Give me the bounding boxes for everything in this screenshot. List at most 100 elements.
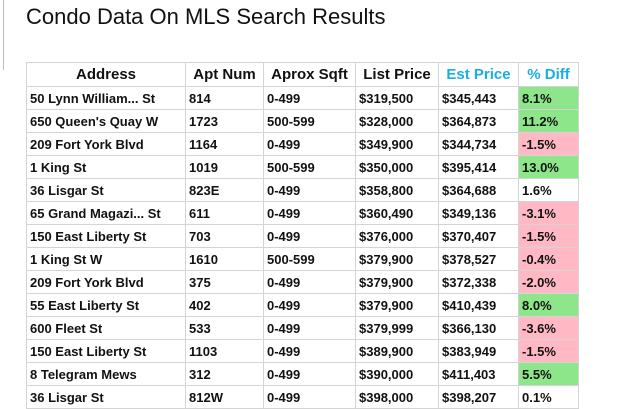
table-cell: 65 Grand Magazi... St	[26, 201, 186, 225]
table-cell: 500-599	[263, 155, 356, 179]
table-cell: $379,900	[355, 247, 439, 271]
table-cell: $378,527	[438, 247, 519, 271]
diff-cell: 0.1%	[518, 385, 579, 409]
table-cell: 36 Lisgar St	[26, 385, 186, 409]
table-cell: 50 Lynn William... St	[26, 86, 186, 110]
diff-cell: 11.2%	[518, 109, 579, 133]
table-cell: 402	[185, 293, 264, 317]
table-cell: $358,800	[355, 178, 439, 202]
table-row: 650 Queen's Quay W 1723 500-599 $328,000 $36…	[26, 109, 579, 133]
table-row: 600 Fleet St 533 0-499 $379,999 $366,130 -3.6…	[26, 316, 579, 340]
diff-cell: 1.6%	[518, 178, 579, 202]
table-cell: 36 Lisgar St	[26, 178, 186, 202]
table-cell: 814	[185, 86, 264, 110]
page-title: Condo Data On MLS Search Results	[26, 4, 386, 29]
table-cell: $398,207	[438, 385, 519, 409]
table-cell: 0-499	[263, 86, 356, 110]
diff-cell: -0.4%	[518, 247, 579, 271]
diff-cell: 13.0%	[518, 155, 579, 179]
table-cell: 0-499	[263, 270, 356, 294]
table-cell: $379,900	[355, 270, 439, 294]
table-row: 209 Fort York Blvd 1164 0-499 $349,900 $344,…	[26, 132, 579, 156]
table-cell: 1 King St W	[26, 247, 186, 271]
table-cell: $395,414	[438, 155, 519, 179]
table-row: 209 Fort York Blvd 375 0-499 $379,900 $372,3…	[26, 270, 579, 294]
table-cell: 812W	[185, 385, 264, 409]
table-cell: 1103	[185, 339, 264, 363]
table-cell: $364,688	[438, 178, 519, 202]
results-table: Address Apt Num Aprox Sqft List Price Est Pr…	[26, 62, 579, 409]
table-cell: 1 King St	[26, 155, 186, 179]
table-cell: 55 East Liberty St	[26, 293, 186, 317]
diff-cell: -3.6%	[518, 316, 579, 340]
diff-cell: -2.0%	[518, 270, 579, 294]
table-cell: 375	[185, 270, 264, 294]
table-row: 36 Lisgar St 812W 0-499 $398,000 $398,207 0.1…	[26, 385, 579, 409]
table-body: 50 Lynn William... St 814 0-499 $319,500 $34…	[26, 86, 579, 409]
table-cell: 150 East Liberty St	[26, 224, 186, 248]
table-cell: $349,900	[355, 132, 439, 156]
table-cell: 8 Telegram Mews	[26, 362, 186, 386]
table-cell: 0-499	[263, 178, 356, 202]
table-cell: $379,999	[355, 316, 439, 340]
table-cell: $366,130	[438, 316, 519, 340]
table-cell: 1019	[185, 155, 264, 179]
table-cell: $364,873	[438, 109, 519, 133]
table-cell: $319,500	[355, 86, 439, 110]
table-cell: $389,900	[355, 339, 439, 363]
table-cell: 1164	[185, 132, 264, 156]
diff-cell: -1.5%	[518, 339, 579, 363]
column-header: Aprox Sqft	[263, 62, 356, 87]
table-cell: 209 Fort York Blvd	[26, 132, 186, 156]
table-cell: $360,490	[355, 201, 439, 225]
table-row: 150 East Liberty St 1103 0-499 $389,900 $383…	[26, 339, 579, 363]
table-cell: 600 Fleet St	[26, 316, 186, 340]
table-cell: 0-499	[263, 385, 356, 409]
table-cell: $372,338	[438, 270, 519, 294]
table-cell: $390,000	[355, 362, 439, 386]
header-row: Address Apt Num Aprox Sqft List Price Est Pr…	[26, 62, 579, 87]
table-cell: 150 East Liberty St	[26, 339, 186, 363]
column-header: Apt Num	[185, 62, 264, 87]
table-row: 55 East Liberty St 402 0-499 $379,900 $410,4…	[26, 293, 579, 317]
window-edge	[3, 0, 4, 70]
table-row: 50 Lynn William... St 814 0-499 $319,500 $34…	[26, 86, 579, 110]
table-cell: $349,136	[438, 201, 519, 225]
table-cell: 703	[185, 224, 264, 248]
table-cell: 209 Fort York Blvd	[26, 270, 186, 294]
table-cell: $350,000	[355, 155, 439, 179]
table-cell: 0-499	[263, 316, 356, 340]
table-cell: 0-499	[263, 362, 356, 386]
table-cell: $411,403	[438, 362, 519, 386]
table-cell: $345,443	[438, 86, 519, 110]
table-cell: $376,000	[355, 224, 439, 248]
table-cell: 1610	[185, 247, 264, 271]
table-row: 65 Grand Magazi... St 611 0-499 $360,490 $34…	[26, 201, 579, 225]
table-cell: $383,949	[438, 339, 519, 363]
table-cell: $328,000	[355, 109, 439, 133]
table-cell: 312	[185, 362, 264, 386]
table-cell: 500-599	[263, 109, 356, 133]
table-row: 1 King St 1019 500-599 $350,000 $395,414 13.0…	[26, 155, 579, 179]
table-cell: 533	[185, 316, 264, 340]
table-cell: 0-499	[263, 339, 356, 363]
table-cell: $344,734	[438, 132, 519, 156]
table-row: 8 Telegram Mews 312 0-499 $390,000 $411,403 5…	[26, 362, 579, 386]
table-cell: 823E	[185, 178, 264, 202]
diff-cell: 8.1%	[518, 86, 579, 110]
page: {"header": {"title": "Condo Data On MLS …	[3, 0, 579, 409]
table-cell: $410,439	[438, 293, 519, 317]
column-header: Address	[26, 62, 186, 87]
diff-cell: -3.1%	[518, 201, 579, 225]
diff-cell: 5.5%	[518, 362, 579, 386]
table-cell: 611	[185, 201, 264, 225]
table-cell: $370,407	[438, 224, 519, 248]
table-cell: 1723	[185, 109, 264, 133]
column-header: % Diff	[518, 62, 579, 87]
table-cell: 500-599	[263, 247, 356, 271]
diff-cell: 8.0%	[518, 293, 579, 317]
diff-cell: -1.5%	[518, 224, 579, 248]
diff-cell: -1.5%	[518, 132, 579, 156]
table-cell: 0-499	[263, 132, 356, 156]
table-row: 150 East Liberty St 703 0-499 $376,000 $370,…	[26, 224, 579, 248]
